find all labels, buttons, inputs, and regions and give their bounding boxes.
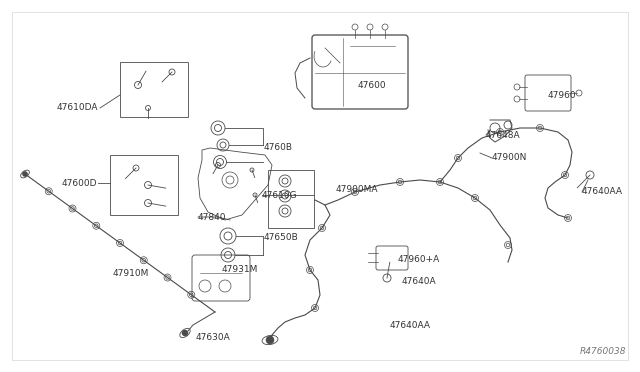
Text: 47640AA: 47640AA: [582, 187, 623, 196]
Text: 47600D: 47600D: [61, 179, 97, 187]
Text: 47610G: 47610G: [262, 190, 298, 199]
Ellipse shape: [266, 336, 274, 344]
Text: 47650B: 47650B: [264, 234, 299, 243]
Text: 47931M: 47931M: [222, 266, 259, 275]
Text: R4760038: R4760038: [579, 347, 626, 356]
Text: 47630A: 47630A: [196, 334, 231, 343]
Text: 47960: 47960: [548, 92, 577, 100]
Text: 47960+A: 47960+A: [398, 256, 440, 264]
Text: 47900MA: 47900MA: [336, 186, 378, 195]
Bar: [268, 170, 314, 228]
Text: 47600: 47600: [358, 80, 387, 90]
Text: 4760B: 4760B: [264, 144, 293, 153]
Text: 47840: 47840: [198, 212, 227, 221]
Ellipse shape: [22, 171, 28, 176]
Bar: [120, 62, 188, 117]
Text: 47648A: 47648A: [486, 131, 520, 140]
Text: 47610DA: 47610DA: [56, 103, 98, 112]
Ellipse shape: [182, 330, 188, 336]
Text: 47910M: 47910M: [113, 269, 149, 279]
Text: 47640A: 47640A: [402, 278, 436, 286]
Text: 47900N: 47900N: [492, 154, 527, 163]
Bar: [110, 155, 178, 215]
Text: 47640AA: 47640AA: [390, 321, 431, 330]
